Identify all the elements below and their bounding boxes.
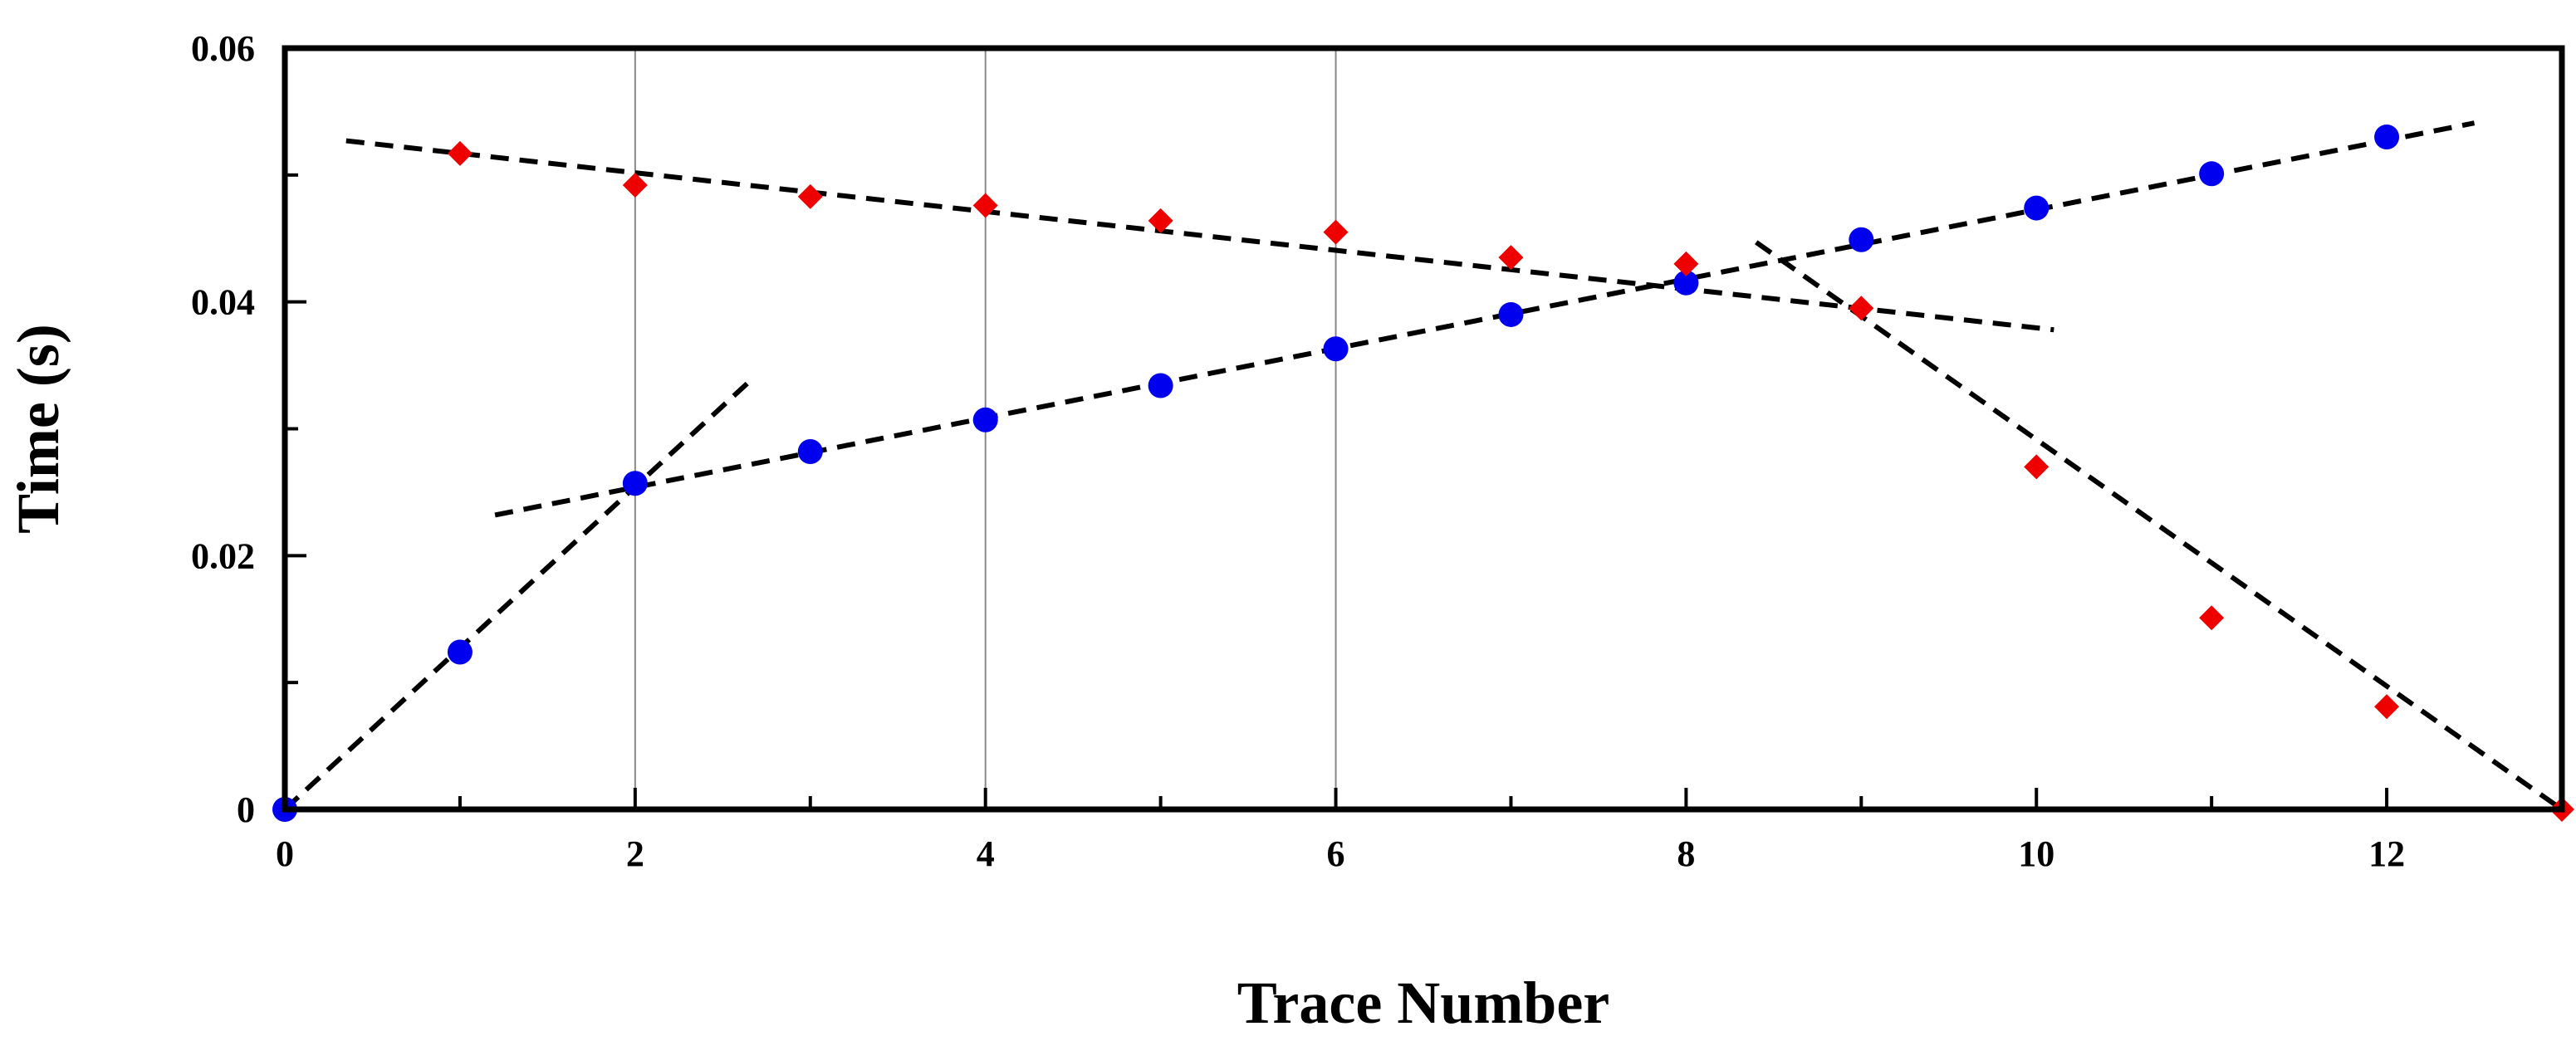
- y-tick-label: 0.06: [191, 28, 255, 69]
- data-point-circle: [797, 439, 823, 465]
- data-point-circle: [447, 639, 473, 665]
- data-point-circle: [1323, 336, 1349, 362]
- x-tick-label: 12: [2368, 833, 2405, 874]
- data-point-diamond: [1323, 219, 1349, 245]
- data-point-circle: [2374, 124, 2400, 149]
- data-point-circle: [2199, 161, 2225, 187]
- data-point-diamond: [2374, 694, 2400, 720]
- fit-lines: [282, 120, 2564, 812]
- data-point-circle: [1148, 373, 1173, 398]
- x-tick-label: 4: [977, 833, 995, 874]
- data-point-diamond: [972, 193, 998, 218]
- data-point-diamond: [1849, 296, 1874, 321]
- fit-line: [1755, 240, 2564, 812]
- fit-line: [282, 379, 751, 812]
- data-point-diamond: [622, 173, 648, 198]
- tick-labels: 0 2 4 6 8 10 12 0 0.02 0.04 0.06: [191, 28, 2405, 874]
- data-point-circle: [2024, 195, 2050, 221]
- data-point-circle: [1673, 270, 1699, 296]
- data-point-diamond: [2024, 454, 2050, 480]
- data-point-diamond: [447, 140, 473, 166]
- data-points: [272, 124, 2574, 822]
- axis-ticks: [283, 46, 2564, 811]
- x-tick-label: 6: [1327, 833, 1345, 874]
- x-tick-label: 0: [276, 833, 294, 874]
- data-point-diamond: [1498, 245, 1524, 271]
- x-tick-label: 10: [2018, 833, 2054, 874]
- data-point-circle: [622, 471, 648, 496]
- data-point-diamond: [797, 183, 823, 209]
- y-axis-title: Time (s): [5, 324, 71, 534]
- y-tick-label: 0: [237, 789, 255, 830]
- x-tick-label: 8: [1677, 833, 1695, 874]
- x-tick-label: 2: [626, 833, 644, 874]
- data-point-diamond: [2199, 605, 2225, 631]
- data-point-circle: [1498, 301, 1524, 327]
- y-tick-label: 0.04: [191, 282, 255, 323]
- y-tick-label: 0.02: [191, 535, 255, 576]
- data-point-diamond: [1148, 208, 1173, 233]
- x-axis-title: Trace Number: [1237, 970, 1610, 1036]
- data-point-circle: [972, 407, 998, 433]
- data-point-diamond: [1673, 251, 1699, 276]
- fit-line: [345, 138, 2054, 333]
- plot-frame: [282, 45, 2565, 813]
- fit-line: [494, 120, 2476, 518]
- data-point-circle: [1849, 227, 1874, 252]
